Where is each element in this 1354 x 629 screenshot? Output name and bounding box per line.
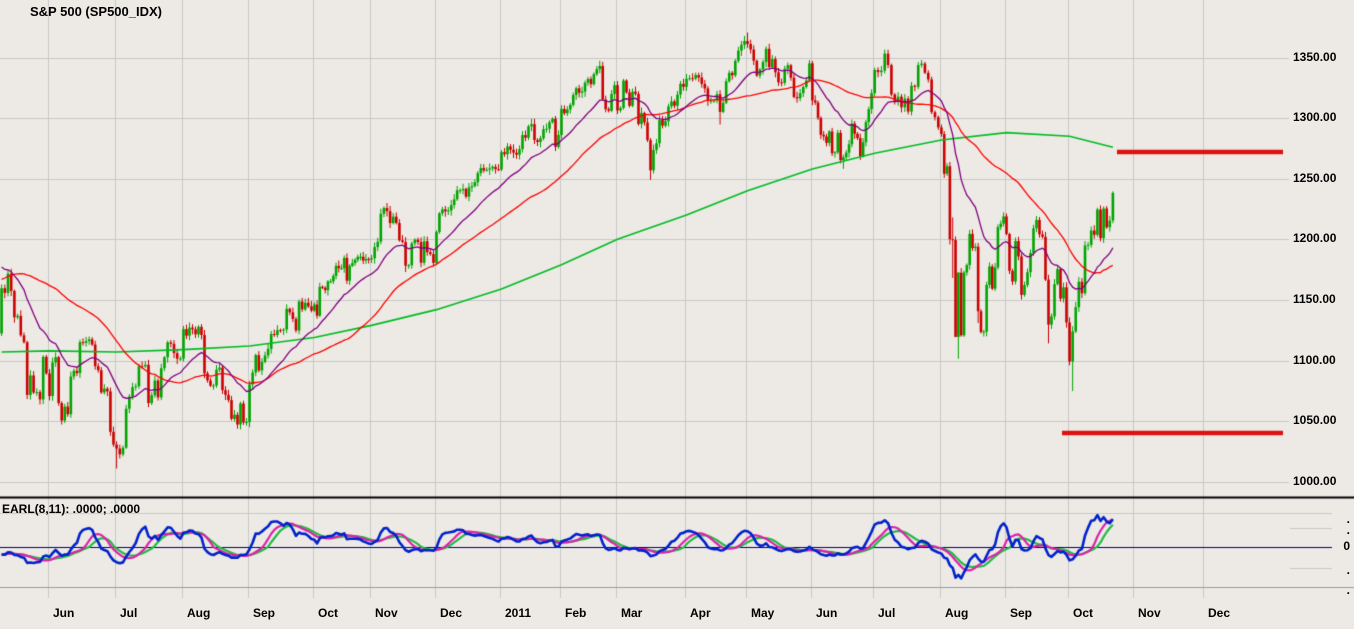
- price-chart-canvas[interactable]: [0, 0, 1354, 629]
- chart-window: S&P 500 (SP500_IDX) EARL(8,11): .0000; .…: [0, 0, 1354, 629]
